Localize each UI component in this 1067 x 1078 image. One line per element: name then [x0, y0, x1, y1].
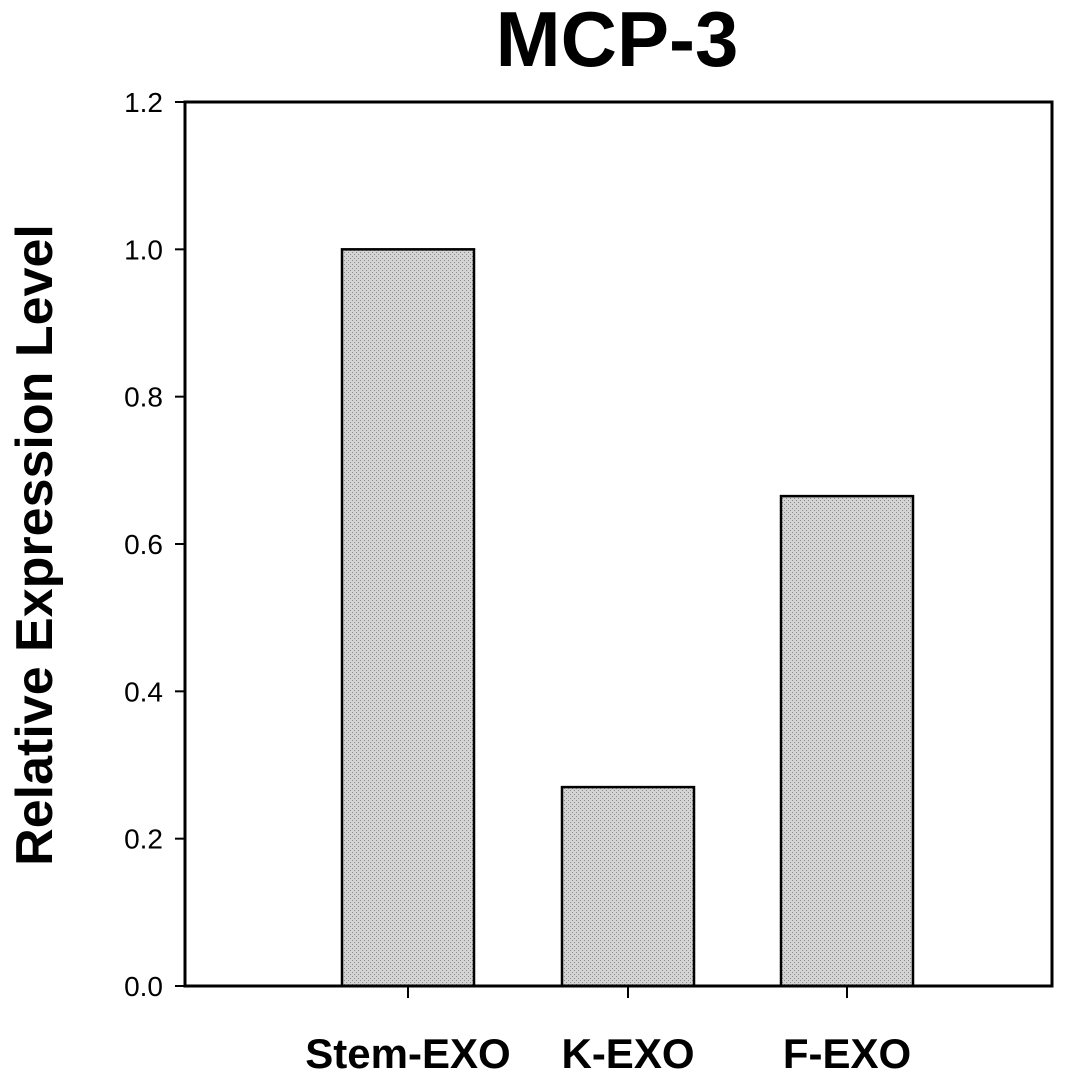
x-tick-label: K-EXO: [561, 1030, 694, 1077]
x-tick-label: F-EXO: [783, 1030, 911, 1077]
y-tick-label: 1.0: [124, 234, 163, 265]
bar-f-exo: [781, 496, 913, 986]
x-tick-label: Stem-EXO: [305, 1030, 510, 1077]
plot-area: 0.0 0.2 0.4 0.6 0.8 1.0 1.2 Stem-EXO K-EXO F-EXO: [124, 87, 913, 1077]
y-tick-label: 0.6: [124, 529, 163, 560]
y-tick-label: 0.8: [124, 382, 163, 413]
y-tick-label: 0.2: [124, 824, 163, 855]
y-tick-label: 0.0: [124, 971, 163, 1002]
bar-k-exo: [562, 787, 694, 986]
y-tick-label: 0.4: [124, 676, 163, 707]
chart-title: MCP-3: [496, 0, 739, 83]
y-tick-label: 1.2: [124, 87, 163, 118]
y-axis-label: Relative Expression Level: [6, 224, 64, 866]
bar-stem-exo: [342, 249, 474, 986]
